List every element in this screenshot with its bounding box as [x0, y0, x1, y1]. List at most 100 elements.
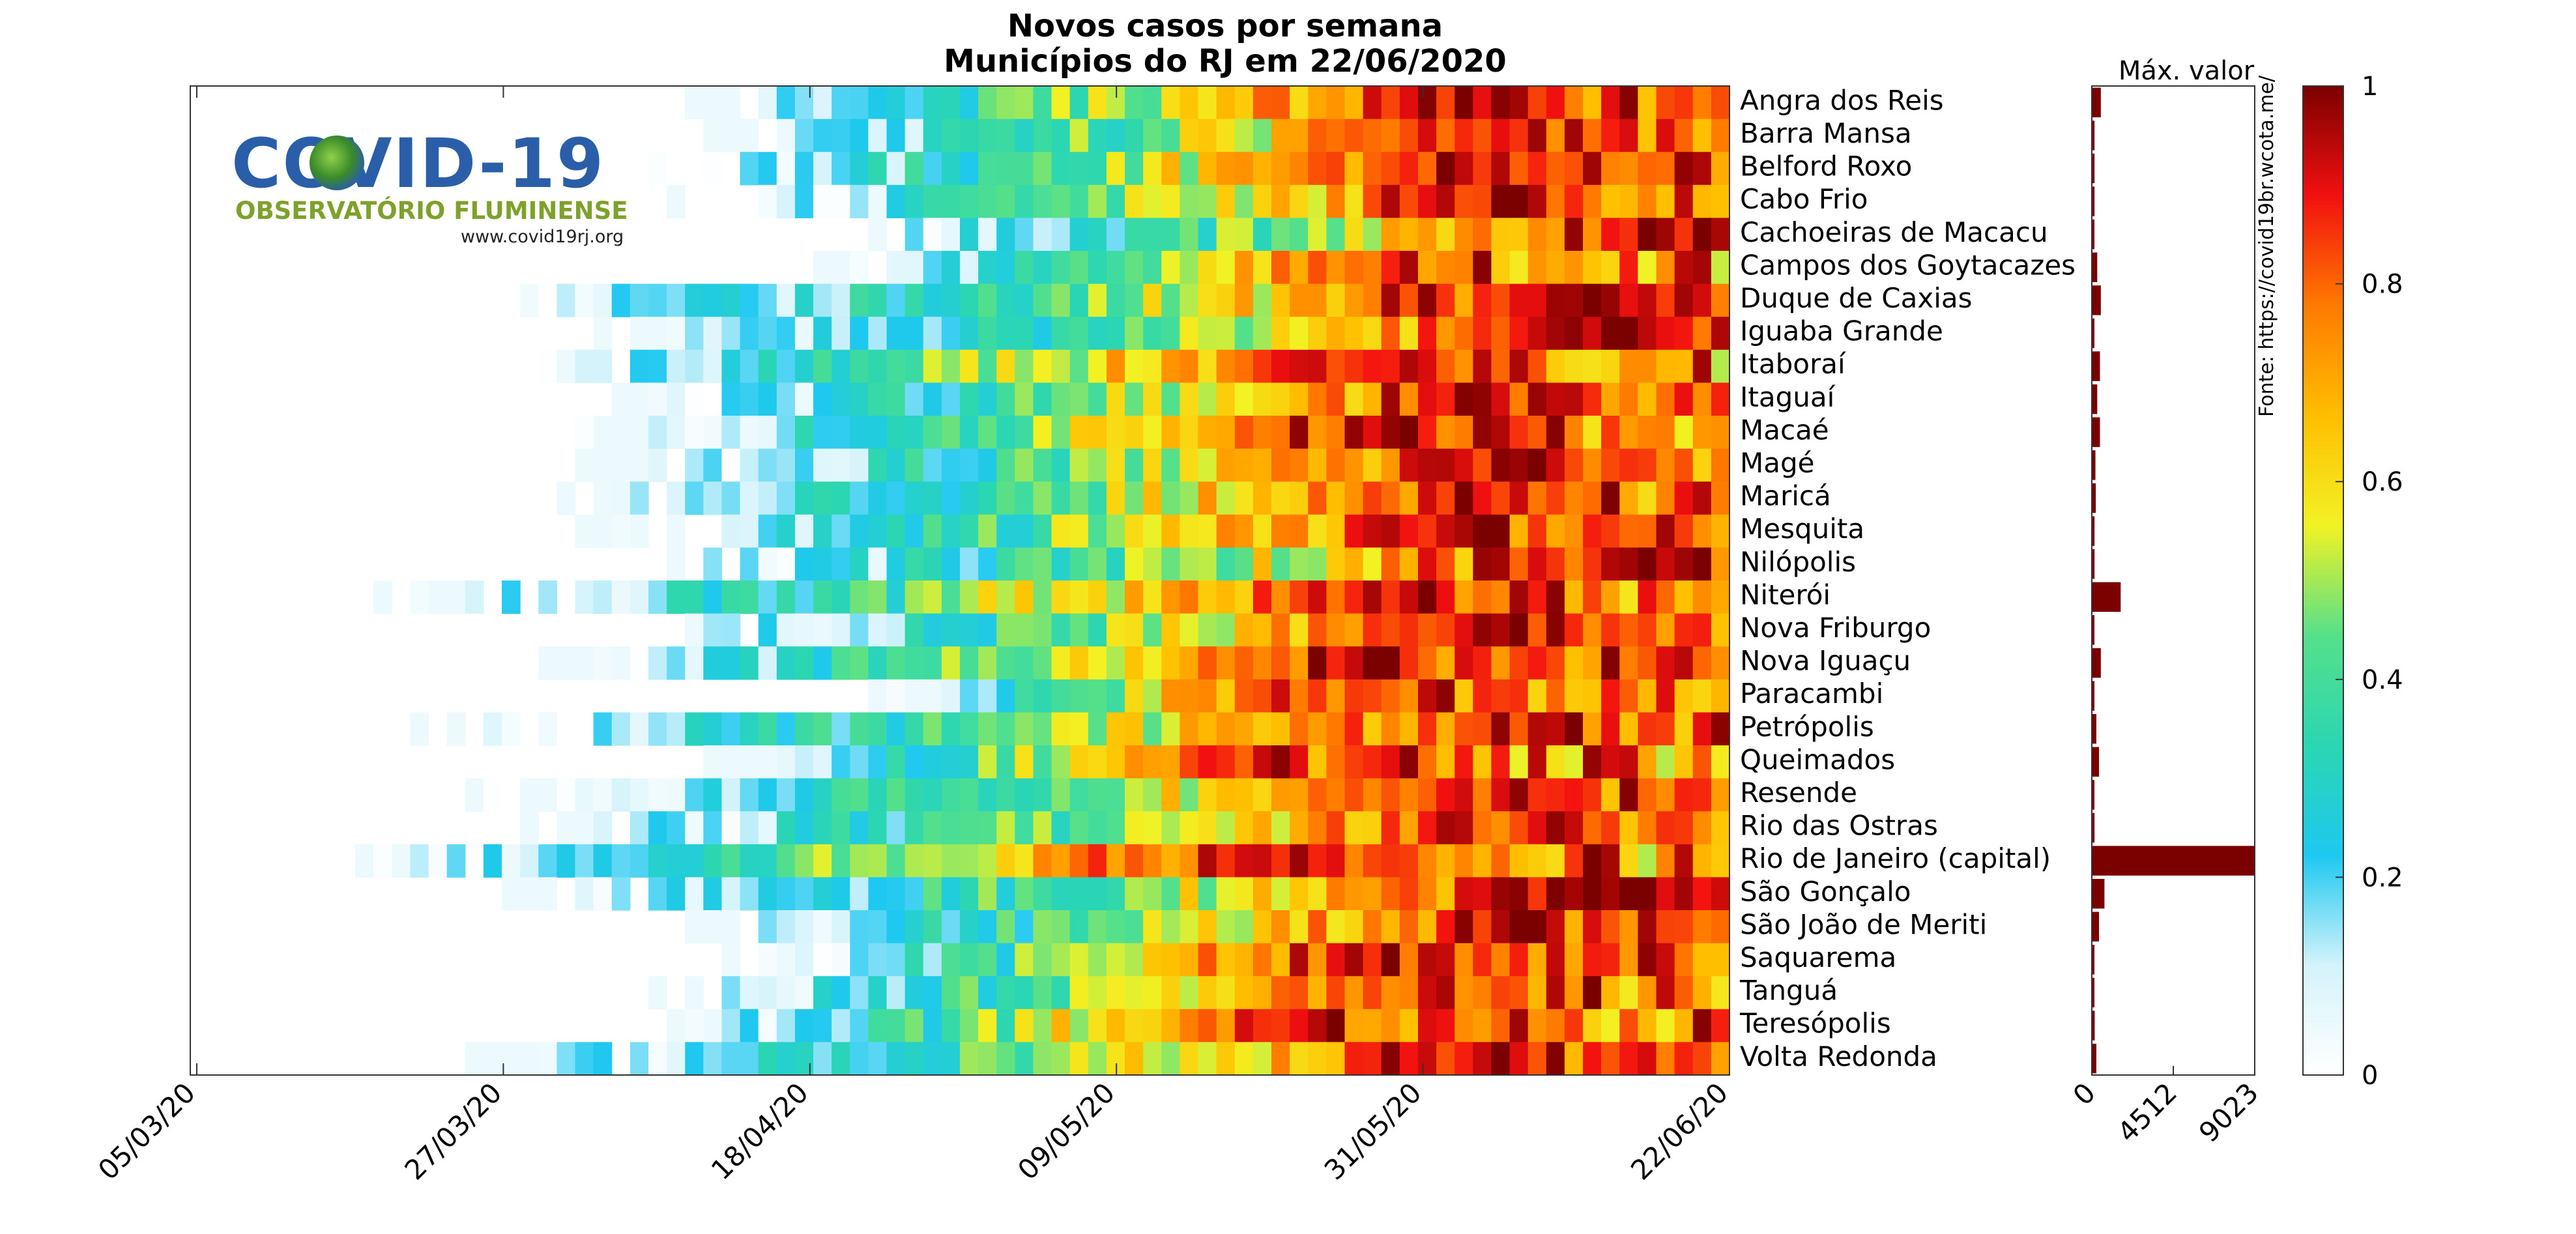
x-tick-label: 09/05/20	[1011, 1076, 1121, 1186]
heatmap-cell	[1601, 514, 1620, 548]
heatmap-cell	[1436, 119, 1455, 152]
heatmap-cell	[813, 943, 832, 977]
heatmap-cell	[758, 877, 777, 911]
heatmap-cell	[1491, 514, 1511, 548]
heatmap-cell	[502, 877, 521, 911]
heatmap-cell	[446, 712, 466, 746]
bar-x-tick-label: 4512	[2111, 1076, 2183, 1148]
max-value-bar	[2092, 713, 2096, 744]
heatmap-cell	[1161, 382, 1181, 416]
heatmap-cell	[923, 481, 942, 515]
heatmap-cell	[868, 382, 888, 416]
heatmap-cell	[794, 416, 814, 450]
heatmap-cell	[1417, 811, 1437, 845]
colorbar-tick-label: 0.8	[2362, 270, 2403, 300]
heatmap-cell	[1125, 877, 1144, 911]
heatmap-cell	[1601, 877, 1620, 911]
row-label: Itaguaí	[1740, 381, 1836, 413]
heatmap-cell	[1125, 943, 1144, 977]
heatmap-cell	[886, 679, 906, 713]
heatmap-cell	[611, 416, 631, 450]
heatmap-cell	[1363, 349, 1382, 383]
heatmap-cell	[1564, 910, 1584, 944]
heatmap-cell	[1619, 943, 1639, 977]
heatmap-cell	[1601, 712, 1620, 746]
heatmap-cell	[1290, 218, 1309, 251]
heatmap-cell	[1638, 283, 1657, 317]
heatmap-cell	[1638, 382, 1657, 416]
heatmap-cell	[996, 745, 1015, 779]
heatmap-cell	[1546, 547, 1565, 581]
heatmap-cell	[685, 844, 704, 878]
heatmap-cell	[1271, 877, 1290, 911]
heatmap-cell	[1106, 416, 1125, 450]
heatmap-cell	[996, 613, 1015, 647]
heatmap-cell	[832, 317, 850, 351]
heatmap-cell	[1381, 416, 1400, 450]
heatmap-cell	[685, 317, 704, 351]
heatmap-cell	[648, 1042, 667, 1076]
heatmap-cell	[850, 943, 869, 977]
heatmap-cell	[1381, 382, 1400, 416]
heatmap-cell	[1179, 811, 1199, 845]
heatmap-cell	[1234, 778, 1254, 812]
max-value-bar	[2092, 186, 2095, 216]
heatmap-cell	[1161, 811, 1181, 845]
heatmap-cell	[1473, 943, 1492, 977]
max-value-bar	[2092, 87, 2101, 118]
heatmap-cell	[721, 745, 741, 779]
heatmap-cell	[1601, 283, 1620, 317]
max-value-bar	[2092, 780, 2094, 810]
heatmap-cell	[758, 86, 777, 120]
heatmap-cell	[996, 877, 1015, 911]
max-value-bar	[2092, 318, 2094, 349]
heatmap-cell	[1326, 778, 1346, 812]
heatmap-cell	[1143, 646, 1162, 680]
heatmap-cell	[904, 382, 924, 416]
heatmap-cell	[1326, 448, 1346, 482]
heatmap-cell	[1069, 448, 1089, 482]
heatmap-cell	[850, 976, 869, 1010]
heatmap-cell	[1216, 712, 1236, 746]
heatmap-cell	[758, 745, 777, 779]
heatmap-cell	[1252, 349, 1272, 383]
heatmap-cell	[1161, 349, 1181, 383]
heatmap-cell	[1326, 547, 1346, 581]
heatmap-cell	[667, 811, 686, 845]
heatmap-cell	[886, 152, 906, 186]
heatmap-cell	[721, 514, 741, 548]
heatmap-cell	[1125, 152, 1144, 186]
heatmap-cell	[667, 778, 686, 812]
heatmap-cell	[1015, 679, 1034, 713]
heatmap-cell	[1106, 1009, 1125, 1042]
heatmap-cell	[941, 184, 961, 218]
heatmap-cell	[850, 349, 869, 383]
heatmap-cell	[1417, 152, 1437, 186]
heatmap-cell	[1051, 943, 1071, 977]
heatmap-cell	[1106, 184, 1125, 218]
heatmap-cell	[1344, 86, 1364, 120]
heatmap-cell	[941, 778, 961, 812]
heatmap-cell	[1125, 1009, 1144, 1042]
heatmap-cell	[1271, 382, 1290, 416]
heatmap-cell	[1308, 86, 1327, 120]
heatmap-cell	[1033, 581, 1052, 614]
heatmap-cell	[1216, 481, 1236, 515]
heatmap-cell	[1381, 581, 1400, 614]
heatmap-cell	[1491, 349, 1511, 383]
heatmap-cell	[1216, 317, 1236, 351]
heatmap-cell	[1527, 1009, 1547, 1042]
heatmap-cell	[1216, 251, 1236, 285]
heatmap-cell	[593, 317, 613, 351]
heatmap-cell	[1198, 811, 1217, 845]
heatmap-cell	[1619, 547, 1639, 581]
heatmap-cell	[1015, 745, 1034, 779]
heatmap-cell	[648, 712, 667, 746]
colorbar-tick-label: 0	[2362, 1061, 2378, 1091]
heatmap-cell	[794, 119, 814, 152]
heatmap-cell	[630, 646, 649, 680]
heatmap-cell	[1454, 283, 1473, 317]
heatmap-cell	[1564, 514, 1584, 548]
heatmap-cell	[1491, 416, 1511, 450]
heatmap-cell	[941, 481, 961, 515]
